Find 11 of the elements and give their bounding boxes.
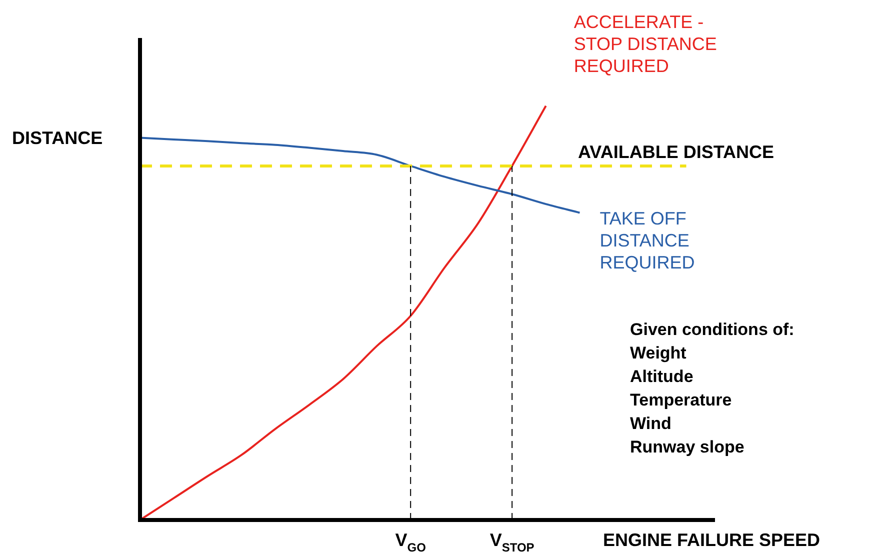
x-axis-title: ENGINE FAILURE SPEED [603, 530, 820, 550]
annotation: Temperature [630, 390, 732, 410]
annotation: Runway slope [630, 438, 744, 456]
y-axis-title: DISTANCE [12, 128, 103, 148]
annotation: Weight [630, 344, 687, 362]
series-label: TAKE OFF DISTANCE REQUIRED [600, 208, 695, 273]
ref-line-label: AVAILABLE DISTANCE [578, 142, 774, 162]
annotation: Given conditions of: [630, 320, 794, 339]
text: ACCELERATE - STOP DISTANCE REQUIRED [574, 12, 717, 76]
annotation: Wind [630, 414, 672, 433]
annotation: Altitude [630, 367, 694, 386]
